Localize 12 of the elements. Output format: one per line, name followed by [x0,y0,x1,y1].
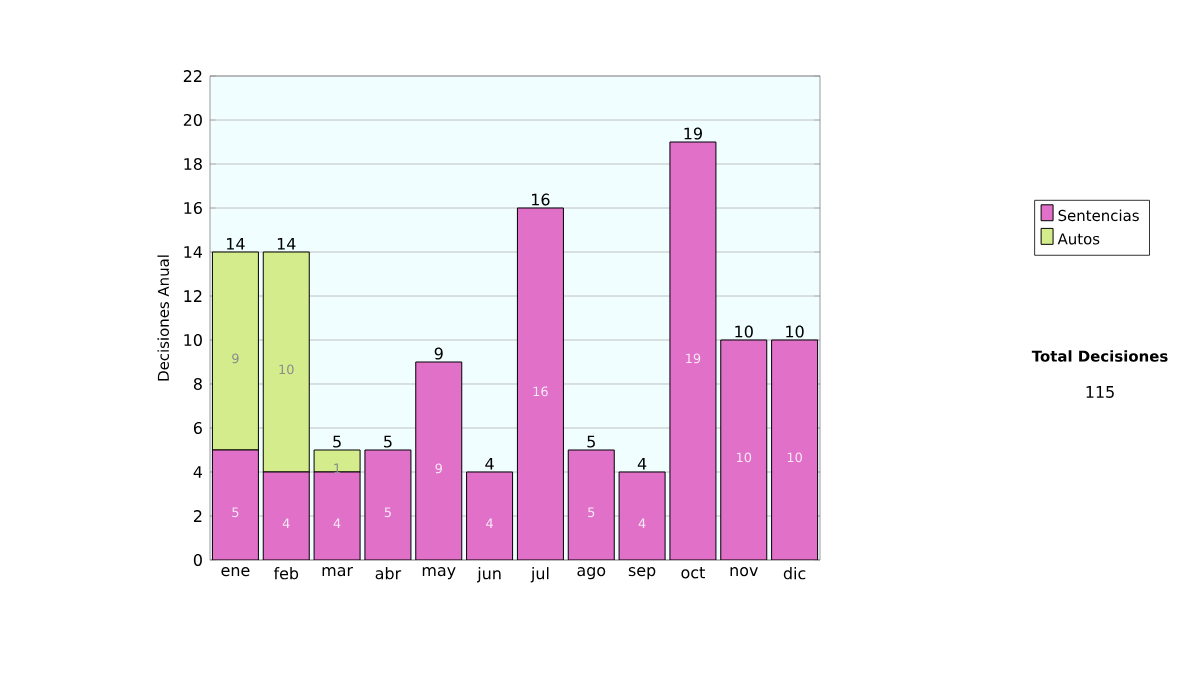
bar [415,362,462,560]
bar [263,472,310,560]
bar [517,208,564,560]
bar [619,472,666,560]
bar [771,339,819,560]
bar [466,472,513,560]
bar [720,340,767,560]
bar [314,472,361,560]
bar [568,450,615,560]
bar [669,142,716,560]
bar [364,450,411,560]
bar [212,450,259,560]
